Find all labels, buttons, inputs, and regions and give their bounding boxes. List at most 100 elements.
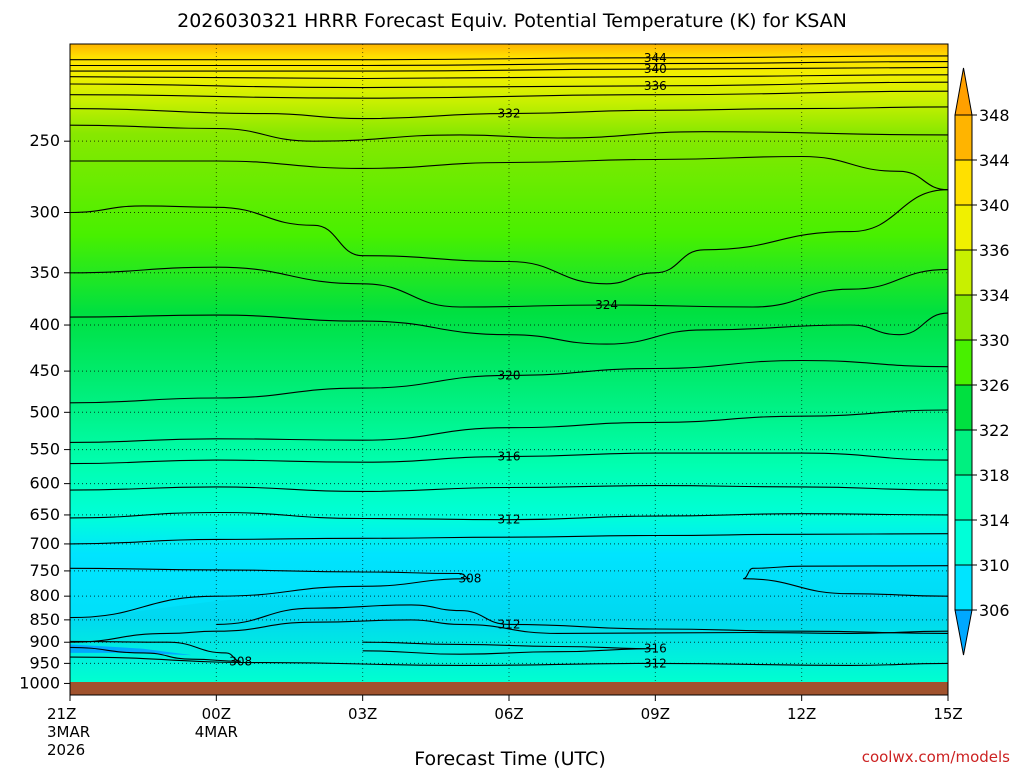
colorbar-high-arrow: [954, 67, 973, 116]
contour-332-6: [70, 106, 948, 120]
contour-312-16: [70, 511, 948, 521]
colorbar: 306 310 314 318 322 326 330 334 336 340 344 348: [954, 67, 1010, 656]
colorbar-seg-322: [954, 384, 973, 431]
cyan-region: [70, 565, 470, 620]
contour-308-19: [742, 565, 948, 597]
colorbar-label-330: 330: [979, 331, 1010, 350]
y-tick-label-800: 800: [29, 586, 60, 605]
x-tick-label-1: 00Z: [202, 705, 231, 723]
colorbar-seg-318: [954, 429, 973, 476]
y-tick-label-1000: 1000: [19, 673, 60, 692]
colorbar-label-314: 314: [979, 511, 1010, 530]
colorbar-seg-344: [954, 114, 973, 161]
colorbar-label-348: 348: [979, 106, 1010, 125]
ground-bar: [70, 682, 948, 695]
y-tick-label-550: 550: [29, 440, 60, 459]
contour-324-10: [70, 266, 948, 308]
y-tick-label-700: 700: [29, 534, 60, 553]
colorbar-low-arrow: [954, 609, 973, 656]
credit-text: coolwx.com/models: [862, 748, 1010, 766]
y-tick-label-900: 900: [29, 632, 60, 651]
y-tick-label-450: 450: [29, 361, 60, 380]
x-tick-label-0: 21Z: [47, 705, 76, 723]
colorbar-label-322: 322: [979, 421, 1010, 440]
colorbar-label-336: 336: [979, 241, 1010, 260]
contour-label-340-2: 340: [644, 62, 667, 76]
special-fills: [70, 565, 470, 656]
x-tick-date-1: 4MAR: [195, 723, 238, 741]
contour-312-20: [216, 604, 948, 634]
contour-310-21: [70, 619, 948, 643]
contour-label-332-6: 332: [498, 107, 521, 121]
colorbar-label-326: 326: [979, 376, 1010, 395]
contour-340-2: [70, 66, 948, 72]
x-tick-label-5: 12Z: [787, 705, 816, 723]
colorbar-seg-314: [954, 474, 973, 521]
contour-320-12: [70, 359, 948, 404]
x-tick-year-0: 2026: [47, 741, 85, 759]
y-tick-label-250: 250: [29, 131, 60, 150]
x-axis-label: Forecast Time (UTC): [414, 748, 605, 768]
y-axis: 250 300 350 400 450 500 550 600 650 700 750 800 850 9…: [19, 131, 70, 692]
colorbar-label-344: 344: [979, 151, 1010, 170]
colorbar-label-318: 318: [979, 466, 1010, 485]
colorbar-seg-336: [954, 204, 973, 251]
y-tick-label-350: 350: [29, 263, 60, 282]
contour-label-316-23: 316: [644, 642, 667, 656]
colorbar-seg-340: [954, 159, 973, 206]
contour-316-14: [70, 452, 948, 465]
chart-title: 2026030321 HRRR Forecast Equiv. Potentia…: [177, 10, 847, 32]
colorbar-seg-306: [954, 564, 973, 611]
y-tick-label-300: 300: [29, 203, 60, 222]
contour-342-1: [70, 61, 948, 67]
y-tick-label-500: 500: [29, 402, 60, 421]
y-tick-label-600: 600: [29, 474, 60, 493]
colorbar-seg-310: [954, 519, 973, 566]
colorbar-seg-330: [954, 294, 973, 341]
contour-label-312-24: 312: [644, 656, 667, 670]
contour-312-24: [70, 656, 948, 666]
x-tick-label-3: 06Z: [494, 705, 523, 723]
contour-336-4: [70, 81, 948, 89]
colorbar-label-306: 306: [979, 601, 1010, 620]
contour-label-312-16: 312: [498, 513, 521, 527]
contour-334-5: [70, 90, 948, 99]
y-tick-label-750: 750: [29, 561, 60, 580]
x-tick-label-6: 15Z: [933, 705, 962, 723]
contour-308-22: [70, 640, 241, 662]
y-tick-label-850: 850: [29, 610, 60, 629]
contour-308-18: [70, 567, 471, 619]
contour-318-13: [70, 409, 948, 443]
contour-label-336-4: 336: [644, 79, 667, 93]
contour-338-3: [70, 74, 948, 80]
y-tick-label-650: 650: [29, 505, 60, 524]
contour-label-320-12: 320: [498, 368, 521, 382]
contour-label-344-0: 344: [644, 51, 667, 65]
contour-314-15: [70, 485, 948, 492]
blue-pocket: [70, 644, 192, 656]
contour-344-0: [70, 55, 948, 61]
contour-label-308-18: 308: [459, 572, 482, 586]
contour-label-324-10: 324: [595, 298, 618, 312]
contour-label-316-14: 316: [498, 450, 521, 464]
y-tick-label-950: 950: [29, 653, 60, 672]
contour-label-308-22: 308: [229, 654, 252, 668]
x-tick-label-4: 09Z: [641, 705, 670, 723]
contour-330-7: [70, 124, 948, 142]
contour-326-9: [70, 189, 948, 285]
contour-322-11: [70, 312, 948, 345]
colorbar-seg-326: [954, 339, 973, 386]
x-tick-label-2: 03Z: [348, 705, 377, 723]
x-tick-date-0: 3MAR: [47, 723, 90, 741]
contour-328-8: [70, 155, 948, 191]
colorbar-seg-334: [954, 249, 973, 296]
contour-310-17: [70, 533, 948, 545]
y-tick-label-400: 400: [29, 315, 60, 334]
contour-316-23: [362, 641, 656, 655]
colorbar-label-340: 340: [979, 196, 1010, 215]
colorbar-label-334: 334: [979, 286, 1010, 305]
